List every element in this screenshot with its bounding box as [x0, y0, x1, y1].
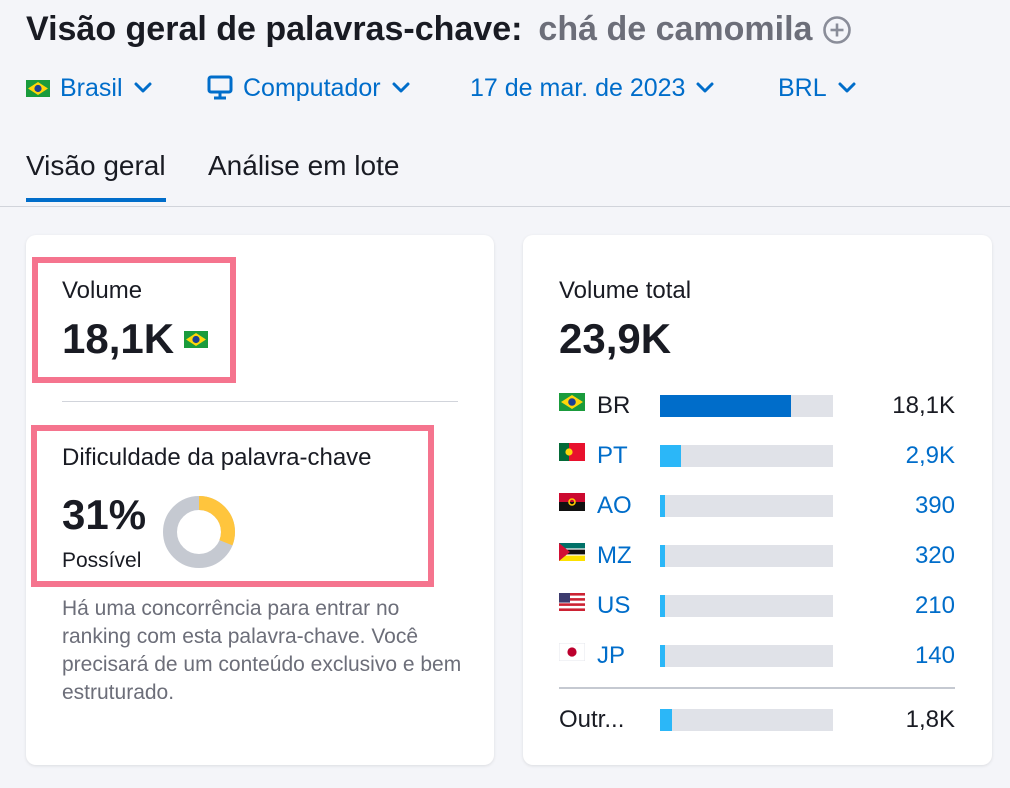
- currency-selector[interactable]: BRL: [778, 70, 857, 106]
- country-volume: 18,1K: [892, 392, 955, 419]
- chevron-down-icon: [133, 81, 153, 95]
- filter-bar: Brasil Computador 17 de mar. de 2023 BRL: [26, 70, 986, 106]
- date-selector[interactable]: 17 de mar. de 2023: [470, 70, 715, 106]
- japan-flag-icon: [559, 643, 585, 661]
- country-code[interactable]: US: [597, 592, 631, 619]
- chevron-down-icon: [391, 81, 411, 95]
- mozambique-flag-icon: [559, 543, 585, 561]
- volume-bar: [660, 445, 833, 467]
- card-divider: [62, 401, 458, 402]
- country-volume[interactable]: 2,9K: [905, 442, 955, 469]
- device-selector[interactable]: Computador: [207, 70, 411, 106]
- country-row-jp: JP 140: [559, 641, 955, 671]
- total-volume-label: Volume total: [559, 277, 692, 304]
- tab-bulk-analysis[interactable]: Análise em lote: [208, 150, 400, 181]
- currency-label: BRL: [778, 73, 827, 102]
- country-selector[interactable]: Brasil: [26, 70, 153, 106]
- device-label: Computador: [243, 73, 381, 102]
- volume-bar: [660, 495, 833, 517]
- volume-bar: [660, 595, 833, 617]
- country-row-pt: PT 2,9K: [559, 441, 955, 471]
- angola-flag-icon: [559, 493, 585, 511]
- total-volume-card: Volume total 23,9K BR 18,1K PT 2,9K AO: [523, 235, 992, 765]
- volume-bar: [660, 645, 833, 667]
- difficulty-label: Dificuldade da palavra-chave: [62, 444, 372, 471]
- difficulty-value: 31%: [62, 491, 147, 538]
- country-volume[interactable]: 140: [914, 642, 955, 669]
- highlight-box-volume: [32, 257, 236, 383]
- brazil-flag-icon: [559, 393, 585, 411]
- difficulty-description: Há uma concorrência para entrar no ranki…: [62, 597, 462, 704]
- other-label: Outr...: [559, 706, 625, 733]
- country-volume[interactable]: 320: [914, 542, 955, 569]
- country-row-us: US 210: [559, 591, 955, 621]
- country-volume[interactable]: 390: [914, 492, 955, 519]
- volume-bar: [660, 395, 833, 417]
- difficulty-status: Possível: [62, 549, 142, 572]
- country-label: Brasil: [60, 73, 123, 102]
- volume-bar: [660, 709, 833, 731]
- table-divider: [559, 687, 955, 689]
- date-label: 17 de mar. de 2023: [470, 73, 686, 102]
- difficulty-donut-chart: [163, 496, 235, 568]
- volume-label: Volume: [62, 277, 143, 304]
- country-row-br: BR 18,1K: [559, 391, 955, 421]
- volume-value: 18,1K: [62, 315, 175, 362]
- country-code[interactable]: JP: [597, 642, 626, 669]
- tab-overview[interactable]: Visão geral: [26, 150, 166, 202]
- country-code: BR: [597, 392, 631, 419]
- country-volume[interactable]: 210: [914, 592, 955, 619]
- country-row-mz: MZ 320: [559, 541, 955, 571]
- country-code[interactable]: MZ: [597, 542, 632, 569]
- country-row-ao: AO 390: [559, 491, 955, 521]
- portugal-flag-icon: [559, 443, 585, 461]
- keyword-text: chá de camomila: [538, 10, 813, 48]
- page-header: Visão geral de palavras-chave: chá de ca…: [26, 10, 852, 49]
- desktop-icon: [207, 75, 233, 101]
- volume-value-row: 18,1K: [62, 315, 209, 363]
- country-row-other: Outr... 1,8K: [559, 705, 955, 735]
- other-volume: 1,8K: [905, 706, 955, 733]
- total-volume-value: 23,9K: [559, 315, 672, 362]
- chevron-down-icon: [837, 81, 857, 95]
- page-title: Visão geral de palavras-chave:: [26, 10, 523, 48]
- tab-bar: Visão geral Análise em lote: [0, 140, 1010, 207]
- country-code[interactable]: AO: [597, 492, 632, 519]
- brazil-flag-icon: [26, 79, 50, 97]
- country-code[interactable]: PT: [597, 442, 628, 469]
- volume-bar: [660, 545, 833, 567]
- chevron-down-icon: [695, 81, 715, 95]
- highlight-box-difficulty: [31, 425, 434, 587]
- donut-fill: [163, 496, 235, 568]
- keyword-metrics-card: Volume 18,1K Dificuldade da palavra-chav…: [26, 235, 494, 765]
- usa-flag-icon: [559, 593, 585, 611]
- plus-circle-icon[interactable]: [822, 15, 852, 45]
- brazil-flag-icon: [184, 330, 209, 348]
